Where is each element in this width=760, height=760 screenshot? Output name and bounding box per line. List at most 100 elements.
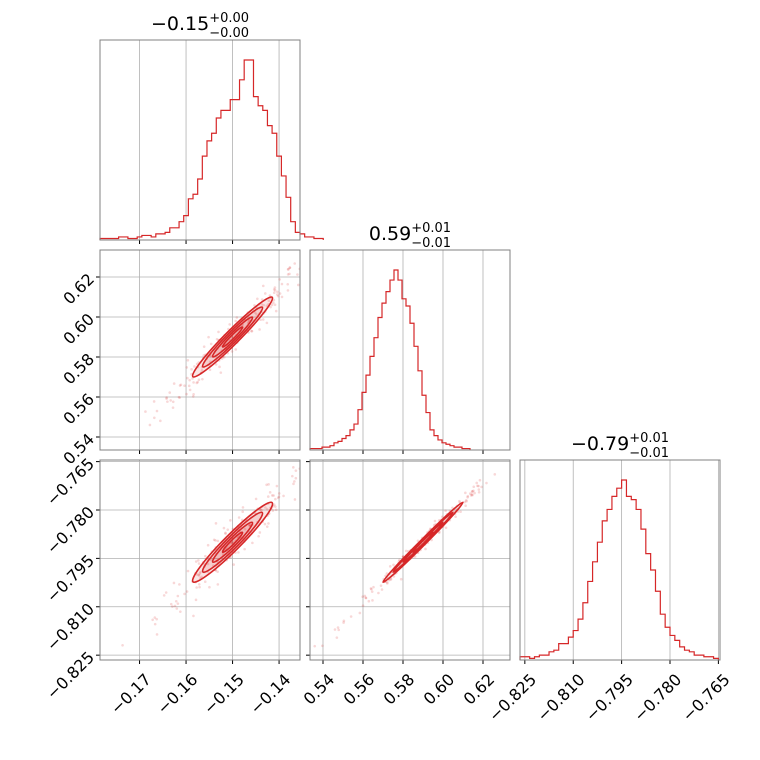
scatter-point <box>268 294 272 297</box>
panel-frame <box>99 249 301 451</box>
scatter-point <box>188 388 192 392</box>
scatter-point <box>317 256 320 259</box>
scatter-point <box>222 355 226 359</box>
scatter-point <box>169 399 172 402</box>
y-tick-label-1-1: 0.56 <box>59 390 98 429</box>
scatter-point <box>471 493 474 497</box>
scatter-point <box>265 321 269 325</box>
scatter-point <box>278 292 282 295</box>
x-tick-label-2-2: −0.795 <box>582 670 637 725</box>
title-plus: +0.00 <box>209 11 249 26</box>
scatter-point <box>472 489 475 493</box>
scatter-point <box>200 368 204 372</box>
scatter-point <box>478 478 482 482</box>
panel-1-0 <box>96 249 320 454</box>
contour-level-1 <box>211 521 254 564</box>
scatter-point <box>437 531 441 535</box>
scatter-point <box>444 526 448 530</box>
scatter-point <box>270 494 274 497</box>
panel-2-1 <box>306 447 516 664</box>
scatter-point <box>190 368 193 371</box>
scatter-point <box>248 524 251 527</box>
scatter-point <box>197 562 201 565</box>
scatter-point <box>470 490 474 493</box>
scatter-point <box>259 318 262 322</box>
scatter-point <box>263 522 267 526</box>
scatter-point <box>276 496 280 500</box>
scatter-point <box>369 587 373 590</box>
scatter-point <box>151 618 154 622</box>
scatter-point <box>216 539 220 543</box>
scatter-point <box>153 416 156 420</box>
scatter-point <box>192 614 195 618</box>
contour-level-3 <box>191 501 274 584</box>
scatter-point <box>217 330 220 334</box>
scatter-point <box>372 585 375 589</box>
scatter-point <box>264 506 267 509</box>
scatter-point <box>260 508 263 512</box>
scatter-point <box>333 628 337 631</box>
scatter-point <box>260 303 263 306</box>
scatter-point <box>364 596 368 600</box>
scatter-point <box>413 555 417 558</box>
scatter-point <box>241 510 245 514</box>
scatter-point <box>293 480 296 483</box>
scatter-point <box>192 381 195 384</box>
scatter-point <box>424 547 427 551</box>
scatter-point <box>464 491 467 495</box>
scatter-point <box>288 266 292 269</box>
scatter-point <box>171 605 174 608</box>
scatter-point <box>313 644 317 648</box>
contour-level-1 <box>211 316 254 358</box>
scatter-point <box>165 396 168 399</box>
scatter-point <box>208 585 211 589</box>
scatter-point <box>260 298 264 301</box>
x-tick-label-2-4: −0.765 <box>678 670 733 725</box>
scatter-point <box>472 485 476 489</box>
scatter-point <box>265 304 269 308</box>
scatter-point <box>250 329 253 333</box>
scatter-point <box>171 406 175 409</box>
scatter-point <box>175 607 179 610</box>
scatter-point <box>469 494 473 497</box>
scatter-point <box>513 447 516 450</box>
scatter-point <box>187 384 191 388</box>
scatter-point <box>476 484 479 488</box>
scatter-point <box>288 272 291 276</box>
scatter-point <box>380 588 384 591</box>
scatter-point <box>206 543 210 547</box>
scatter-point <box>177 395 181 399</box>
scatter-point <box>379 584 383 587</box>
scatter-point <box>371 599 374 602</box>
scatter-point <box>178 583 181 586</box>
scatter-point <box>234 319 238 323</box>
scatter-point <box>214 539 217 542</box>
scatter-point <box>311 456 314 459</box>
scatter-point <box>203 580 207 584</box>
scatter-point <box>269 305 272 309</box>
scatter-point <box>286 282 290 286</box>
scatter-point <box>278 278 281 281</box>
y-tick-label-2-1: −0.810 <box>43 599 98 654</box>
scatter-point <box>200 575 203 579</box>
x-tick-label-1-2: 0.58 <box>380 670 419 709</box>
contour-level-2 <box>201 511 264 574</box>
scatter-point <box>261 284 265 288</box>
scatter-point <box>337 628 341 632</box>
panel-content <box>144 256 320 427</box>
scatter-point <box>230 541 234 544</box>
scatter-point <box>230 541 233 545</box>
scatter-point <box>275 484 279 488</box>
scatter-point <box>280 282 284 286</box>
scatter-point <box>294 469 298 472</box>
scatter-point <box>178 396 181 399</box>
scatter-point <box>293 262 297 265</box>
scatter-point <box>198 572 202 575</box>
x-tick-label-0-1: −0.16 <box>153 670 201 718</box>
scatter-point <box>399 577 403 581</box>
scatter-point <box>265 525 269 528</box>
scatter-point <box>155 617 159 621</box>
scatter-point <box>212 538 216 542</box>
scatter-point <box>209 354 212 358</box>
scatter-point <box>404 549 408 553</box>
